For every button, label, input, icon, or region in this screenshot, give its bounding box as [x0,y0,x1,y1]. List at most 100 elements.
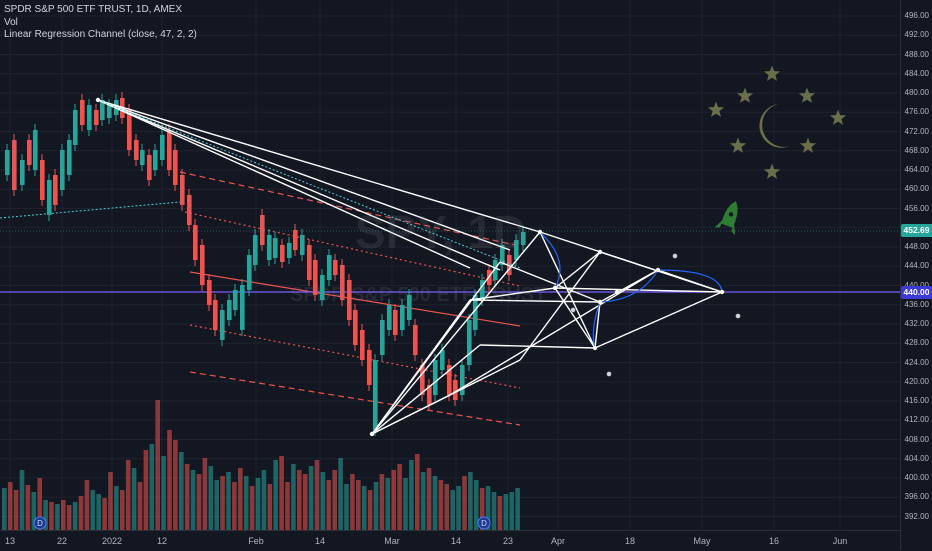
price-tick-label: 492.00 [904,30,929,40]
volume-bar [19,470,25,530]
volume-bar [302,474,308,530]
price-tick-label: 400.00 [904,473,929,482]
price-tick-label: 468.00 [904,145,929,155]
candle-body [273,238,278,258]
volume-bar [291,464,296,530]
price-tick-label: 428.00 [904,338,929,348]
volume-bar [444,484,450,530]
price-tick-label: 440.00 [904,280,929,290]
volume-bar [43,500,48,530]
volume-bar [90,490,96,530]
candle-body [180,175,185,205]
candle-body [240,285,245,330]
channel-upper-outer [179,171,521,247]
candle-body [53,175,58,205]
volume-bar [297,470,302,530]
price-tick-label: 420.00 [904,376,929,386]
candle-body [173,150,178,185]
price-axis[interactable]: 496.00 492.00 488.00 484.00 480.00 476.00 472.… [900,0,932,550]
rocket-window [728,212,734,217]
candle-body [167,130,172,170]
candle-body [147,155,152,180]
candle-body [260,215,265,245]
rocket-icon [714,201,738,236]
candle-body [420,365,425,395]
volume-bar [196,474,202,530]
candle-body [320,275,325,300]
volume-bar [415,454,420,530]
candle-body [280,245,285,262]
volume-bar [474,480,479,530]
volume-bar [373,482,379,530]
candle-body [514,240,519,260]
candle-body [327,255,332,280]
time-axis[interactable]: 13 22 2022 12 Feb 14 Mar 14 23 Apr 18 May 16 Jun [0,530,900,551]
volume-bar [114,486,119,530]
drawing-line [469,299,601,303]
fib-arc [657,269,723,293]
volume-bar [509,492,514,530]
time-tick-label: Apr [550,536,566,546]
anchor-point [614,289,620,295]
candle-body [480,280,485,300]
price-tick-label: 476.00 [904,107,929,117]
price-tick-label: 480.00 [904,88,929,97]
drawing-line [449,269,659,396]
price-tick-label: 448.00 [904,242,929,251]
candle-body [360,330,365,360]
candle-body [407,295,412,320]
dividend-icon [33,516,47,530]
candle-body [293,230,298,250]
candle-body [67,140,72,175]
volume-bar [232,482,237,530]
price-tick-label: 456.00 [904,203,929,213]
volume-bar [409,460,414,530]
time-tick-label: 12 [156,536,168,546]
price-tick-label: 396.00 [904,492,929,502]
drawing-line [371,299,471,435]
volume-bar [361,486,367,530]
volume-bar [485,486,491,530]
volume-label: Vol [4,17,18,28]
volume-bar [55,504,60,530]
volume-bar [120,490,125,530]
star-icon [707,101,725,117]
candle-body [153,150,158,170]
fib-arc [592,301,601,349]
watermark-name: SPDR S&P 500 ETF TRUST [290,284,547,306]
volume-bar [173,440,178,530]
candle-body [12,140,17,190]
drawing-line [97,99,471,269]
price-tick-label: 412.00 [904,415,929,425]
candle-body [134,140,139,160]
price-tick-label: 464.00 [904,165,929,174]
anchor-point [592,345,598,351]
volume-bar [255,478,261,530]
candle-body [440,350,445,370]
time-tick-label: 18 [624,536,636,546]
price-tick-label: 424.00 [904,357,929,367]
volume-bar [84,480,90,530]
volume-bar [385,478,391,530]
candle-body [387,305,392,330]
volume-bar [285,482,290,530]
anchor-point [597,299,603,305]
channel-lower-outer [189,371,521,426]
dividend-label: D [37,519,43,528]
drawing-line [657,269,723,293]
volume-bar [338,458,343,530]
volume-bar [249,486,255,530]
volume-bar [462,476,467,530]
volume-bar [49,502,54,530]
anchor-point [552,285,558,291]
star-icon [799,137,817,153]
volume-bar [468,472,473,530]
time-tick-label: 22 [56,536,68,546]
chart-title: SPDR S&P 500 ETF TRUST, 1D, AMEX [4,4,183,15]
candle-body [393,310,398,335]
anchor-point [537,229,543,235]
candle-body [100,100,105,120]
candle-body [140,150,145,165]
star-icon [829,109,847,125]
